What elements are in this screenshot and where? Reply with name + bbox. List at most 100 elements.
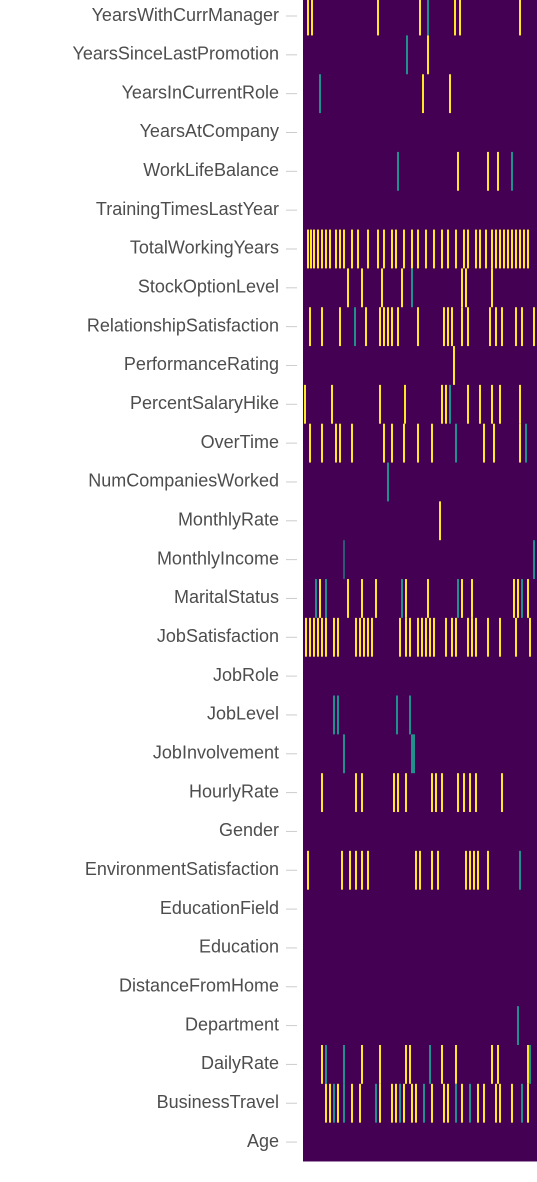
stripe — [321, 617, 323, 657]
stripe — [405, 773, 407, 813]
stripe — [449, 384, 451, 424]
stripe — [325, 1044, 327, 1084]
stripe — [439, 501, 441, 541]
stripe — [315, 579, 317, 618]
stripe — [347, 268, 349, 308]
stripe — [387, 462, 389, 502]
row-label: Age — [247, 1131, 279, 1151]
stripe — [443, 307, 445, 347]
stripe — [325, 1083, 327, 1123]
stripe — [491, 229, 493, 269]
row-label: TotalWorkingYears — [130, 238, 279, 258]
stripe — [527, 1083, 529, 1123]
stripe — [313, 229, 315, 269]
stripe — [417, 617, 419, 657]
stripe — [399, 617, 401, 657]
stripe — [383, 229, 385, 269]
stripe — [449, 74, 451, 114]
stripe — [381, 268, 383, 308]
stripe — [351, 1083, 353, 1123]
row-label: MaritalStatus — [174, 587, 279, 607]
stripe — [465, 268, 467, 308]
row-label: YearsInCurrentRole — [122, 82, 279, 102]
stripe — [339, 423, 341, 463]
stripe — [355, 850, 357, 890]
stripe — [379, 307, 381, 347]
stripe — [351, 229, 353, 269]
stripe — [515, 229, 517, 269]
stripe — [403, 1083, 405, 1123]
stripe — [379, 1083, 381, 1123]
stripe — [375, 579, 377, 618]
stripe — [427, 35, 429, 75]
stripe — [447, 229, 449, 269]
stripe — [311, 0, 313, 36]
stripe — [333, 617, 335, 657]
stripe — [361, 1044, 363, 1084]
stripe — [483, 1083, 485, 1123]
stripe — [461, 268, 463, 308]
stripe — [429, 617, 431, 657]
stripe — [461, 579, 463, 618]
stripe — [533, 307, 535, 347]
stripe — [405, 579, 407, 618]
stripe — [475, 773, 477, 813]
stripe — [463, 229, 465, 269]
stripe — [397, 773, 399, 813]
row-label: JobLevel — [207, 704, 279, 724]
row-label: EnvironmentSatisfaction — [85, 859, 279, 879]
stripe — [354, 307, 356, 347]
stripe — [319, 579, 321, 618]
stripe — [477, 850, 479, 890]
stripe — [441, 384, 443, 424]
stripe — [339, 307, 341, 347]
stripe — [307, 229, 309, 269]
stripe — [433, 617, 435, 657]
stripe — [375, 1083, 377, 1123]
stripe — [391, 423, 393, 463]
stripe — [495, 229, 497, 269]
stripe — [317, 617, 319, 657]
stripe — [457, 579, 459, 618]
stripe — [343, 540, 345, 580]
stripe — [371, 617, 373, 657]
stripe — [335, 423, 337, 463]
stripe — [419, 0, 421, 36]
row-label: WorkLifeBalance — [143, 160, 279, 180]
stripe — [521, 579, 523, 618]
stripe — [391, 229, 393, 269]
stripe — [343, 1083, 345, 1123]
stripe — [383, 423, 385, 463]
stripe — [455, 1044, 457, 1084]
stripe — [367, 229, 369, 269]
stripe — [325, 229, 327, 269]
stripe — [499, 617, 501, 657]
stripe — [361, 850, 363, 890]
stripe — [409, 617, 411, 657]
stripe — [467, 229, 469, 269]
row-label: PercentSalaryHike — [130, 393, 279, 413]
stripe — [307, 850, 309, 890]
stripe — [339, 229, 341, 269]
stripe — [415, 1083, 417, 1123]
stripe — [517, 579, 519, 618]
stripe — [445, 384, 447, 424]
stripe — [473, 850, 475, 890]
stripe — [395, 229, 397, 269]
stripe — [529, 1044, 531, 1084]
stripe — [321, 773, 323, 813]
stripe — [411, 268, 413, 308]
stripe — [469, 773, 471, 813]
stripe — [387, 307, 389, 347]
stripe — [493, 423, 495, 463]
stripe — [454, 0, 456, 36]
stripe — [455, 1083, 457, 1123]
stripe — [455, 423, 457, 463]
stripe — [477, 1083, 479, 1123]
row-label: YearsSinceLastPromotion — [73, 44, 279, 64]
heatmap-background — [303, 0, 537, 1162]
stripe — [483, 423, 485, 463]
stripe — [333, 1083, 335, 1123]
stripe — [403, 423, 405, 463]
stripe — [527, 579, 529, 618]
